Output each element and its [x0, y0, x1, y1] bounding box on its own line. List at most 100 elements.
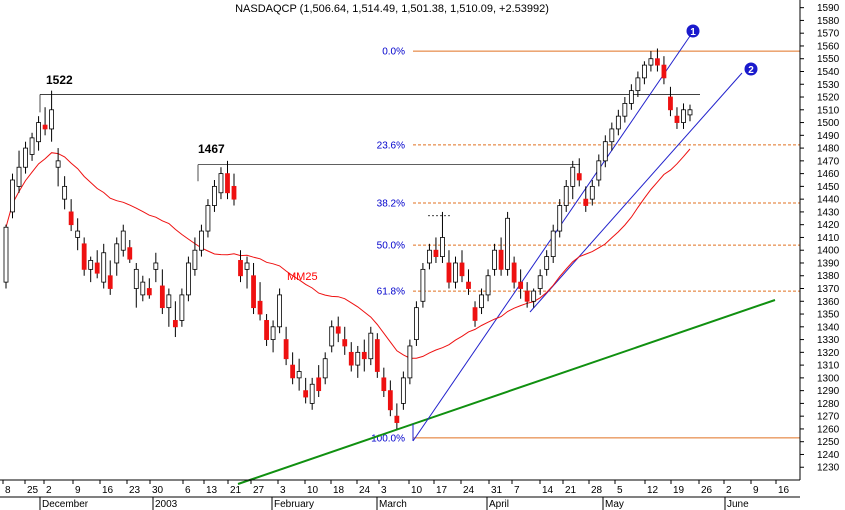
candle-body [16, 166, 22, 187]
y-tick-label: 1330 [817, 335, 840, 346]
x-tick-label: 10 [411, 485, 423, 496]
candle-body [55, 160, 61, 168]
x-axis: 8 25 2 9 16 23 30 6 13 21 27 3 10 18 24 3 10 17 24 31 7 14 21 2… [0, 479, 800, 510]
y-tick-label: 1450 [817, 182, 840, 193]
x-tick-label: 31 [491, 485, 503, 496]
candle-body [498, 249, 504, 270]
candle-body [466, 281, 471, 289]
candle-body [407, 345, 413, 379]
candle-body [479, 294, 484, 309]
candle-body [218, 173, 224, 194]
fib-level-label: 23.6% [377, 140, 405, 151]
x-tick-label: 24 [463, 485, 475, 496]
candle-body [290, 364, 296, 379]
candle-body [42, 124, 48, 130]
candle-body [309, 383, 315, 404]
candle-body [140, 281, 146, 296]
candle-body [146, 288, 152, 296]
candle-body [238, 260, 243, 277]
y-tick-label: 1400 [817, 246, 840, 257]
candle-body [596, 160, 602, 181]
x-month-label: 2003 [155, 499, 178, 510]
x-month-label: December [42, 499, 89, 510]
x-tick-label: 17 [436, 485, 448, 496]
candle-body [602, 141, 608, 162]
x-tick-label: 24 [359, 485, 371, 496]
candle-body [49, 109, 54, 130]
x-month-label: February [274, 499, 314, 510]
marker-2-label: 2 [748, 65, 754, 76]
candle-body [75, 230, 81, 238]
y-tick-label: 1350 [817, 310, 840, 321]
candle-body [485, 275, 491, 296]
x-tick-label: 7 [514, 485, 520, 496]
x-tick-label: 8 [5, 485, 11, 496]
y-tick-label: 1470 [817, 156, 840, 167]
candle-body [563, 185, 569, 206]
x-tick-label: 14 [542, 485, 554, 496]
candle-body [446, 262, 452, 283]
candle-body [674, 115, 680, 123]
x-tick-label: 3 [381, 485, 387, 496]
candle-body [107, 275, 113, 289]
candle-body [322, 358, 328, 379]
marker-1-circle [686, 24, 700, 38]
x-month-label: June [727, 499, 749, 510]
candle-body [192, 249, 198, 270]
candle-body [10, 179, 15, 213]
x-tick-label: 27 [253, 485, 265, 496]
candle-body [472, 307, 478, 321]
x-tick-label: 9 [753, 485, 759, 496]
y-tick-label: 1530 [817, 80, 840, 91]
candle-body [420, 268, 426, 302]
candle-body [329, 326, 335, 347]
x-tick-label: 10 [307, 485, 319, 496]
fib-level-label: 38.2% [377, 198, 405, 209]
y-tick-label: 1490 [817, 131, 840, 142]
candle-body [687, 109, 693, 116]
candle-body [231, 185, 237, 200]
candle-body [387, 390, 393, 411]
candle-body [88, 260, 94, 270]
x-tick-label: 5 [617, 485, 623, 496]
y-tick-label: 1230 [817, 463, 840, 474]
y-tick-label: 1380 [817, 271, 840, 282]
y-tick-label: 1500 [817, 118, 840, 129]
x-tick-label: 3 [280, 485, 286, 496]
y-tick-label: 1460 [817, 169, 840, 180]
candle-body [3, 226, 9, 283]
candle-body [257, 300, 263, 315]
candle-body [316, 377, 322, 392]
fibonacci-levels: 0.0% 23.6% 38.2% 50.0% 61.8% 100.0% [371, 47, 800, 444]
candle-body [368, 332, 374, 360]
candle-body [615, 115, 621, 130]
candle-body [570, 166, 576, 187]
fib-level-label: 100.0% [371, 433, 405, 444]
marker-1-label: 1 [690, 27, 696, 38]
y-tick-label: 1250 [817, 437, 840, 448]
candles [3, 48, 693, 429]
x-tick-label: 26 [701, 485, 713, 496]
candle-body [622, 103, 628, 117]
x-tick-label: 9 [75, 485, 81, 496]
candle-body [277, 294, 283, 328]
candle-body [668, 96, 673, 111]
candle-body [335, 326, 341, 334]
candle-body [374, 339, 380, 372]
candle-body [427, 249, 432, 264]
candle-body [524, 290, 530, 302]
candle-body [120, 230, 126, 251]
x-tick-label: 23 [129, 485, 141, 496]
y-tick-label: 1480 [817, 144, 840, 155]
candle-body [459, 262, 465, 277]
long-term-trendline [237, 299, 776, 485]
y-tick-label: 1570 [817, 29, 840, 40]
fib-level-label: 0.0% [382, 47, 405, 58]
x-tick-label: 16 [778, 485, 790, 496]
x-tick-label: 30 [152, 485, 164, 496]
candle-body [628, 90, 634, 104]
candle-body [361, 351, 367, 360]
candle-body [212, 185, 217, 206]
x-month-label: March [379, 499, 407, 510]
